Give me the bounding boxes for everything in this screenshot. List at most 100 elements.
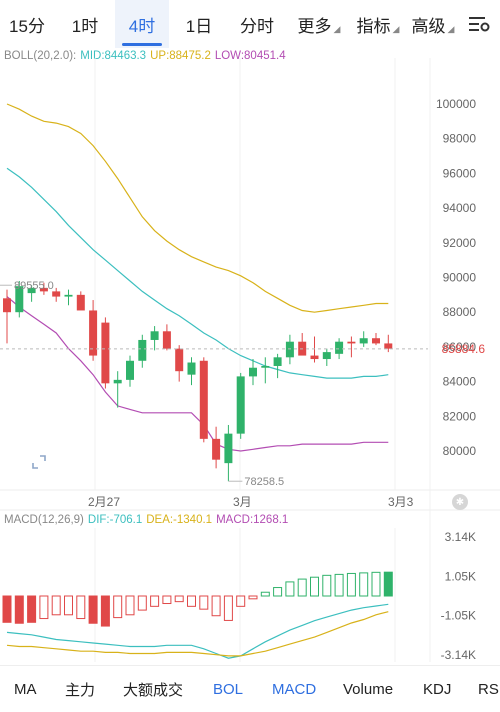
price-axis-tick: 100000	[436, 97, 476, 111]
candle-up	[138, 339, 147, 361]
macd-dea-line	[6, 611, 389, 657]
indicator-large-trades[interactable]: 大额成交	[123, 666, 183, 712]
candle-up	[236, 376, 245, 434]
candle-up	[15, 286, 24, 313]
macd-bar-negative	[150, 595, 160, 607]
macd-bar-positive	[371, 571, 381, 597]
candle-up	[113, 379, 122, 384]
candle-down	[384, 343, 393, 349]
candle-up	[187, 362, 196, 375]
macd-bar-negative	[199, 595, 209, 610]
expand-chart-button[interactable]	[26, 449, 52, 475]
candle-down	[175, 348, 184, 372]
candle-up	[249, 367, 257, 377]
indicator-ma[interactable]: MA	[14, 666, 37, 712]
macd-bar-negative	[76, 595, 86, 620]
candle-down	[162, 331, 171, 349]
macd-bar-positive	[297, 578, 307, 597]
candle-up	[261, 365, 270, 368]
candle-up	[126, 360, 134, 380]
chart-settings-icon	[469, 17, 490, 32]
candle-down	[39, 287, 48, 292]
macd-bar-positive	[334, 573, 344, 597]
macd-bar-positive	[346, 572, 356, 597]
tab-advanced[interactable]: 高级 ◢	[405, 0, 461, 48]
macd-bar-negative	[174, 595, 184, 603]
tab-4h[interactable]: 4时	[115, 0, 169, 48]
price-axis-tick: 82000	[443, 409, 477, 423]
boll-up: UP:88475.2	[150, 50, 211, 62]
macd-bar-negative	[162, 595, 172, 605]
macd-bar-negative	[223, 595, 233, 621]
tab-indicators[interactable]: 指标 ◢	[348, 0, 408, 48]
candle-up	[285, 341, 294, 358]
indicator-main-force-label: 主力	[65, 682, 96, 699]
kline-chart[interactable]: 100000 98000 96000 94000 92000 90000 88000 8600…	[0, 48, 500, 665]
macd-axis-tick: -1.05K	[441, 609, 476, 623]
price-axis-tick: 96000	[443, 166, 477, 180]
candle-down	[89, 310, 98, 356]
tab-more[interactable]: 更多 ◢	[289, 0, 349, 48]
macd-axis-tick: 1.05K	[445, 569, 476, 583]
price-axis-tick: 80000	[443, 444, 477, 458]
candle-down	[76, 294, 85, 311]
boll-legend: BOLL(20,2.0): MID:84463.3 UP:88475.2 LOW:80…	[4, 50, 290, 66]
indicator-kdj[interactable]: KDJ	[423, 666, 451, 712]
candle-up	[150, 331, 159, 340]
indicator-macd-label: MACD	[272, 681, 317, 698]
candle-up	[335, 341, 344, 354]
macd-bar-negative	[39, 595, 49, 620]
candle-up	[64, 294, 73, 297]
macd-bar-positive	[260, 591, 270, 597]
boll-mid-line	[6, 167, 389, 379]
candle-down	[52, 291, 61, 297]
macd-dif: DIF:-706.1	[87, 514, 143, 526]
tab-more-label: 更多	[297, 16, 332, 36]
macd-bar-negative	[64, 595, 73, 616]
indicator-main-force[interactable]: 主力	[65, 666, 95, 712]
indicator-boll-label: BOL	[213, 681, 244, 698]
tab-1d[interactable]: 1日	[172, 0, 226, 48]
indicator-volume[interactable]: Volume	[343, 666, 393, 712]
macd-bar-negative	[100, 595, 110, 627]
high-price-label: 89555.0	[14, 280, 54, 292]
indicator-macd[interactable]: MACD	[272, 666, 316, 712]
tab-4h-label: 4时	[128, 16, 156, 36]
tab-1d-label: 1日	[185, 16, 213, 36]
indicator-ma-label: MA	[14, 681, 37, 698]
x-axis-label-mar3: 3月3	[388, 495, 414, 509]
macd-legend: MACD(12,26,9) DIF:-706.1 DEA:-1340.1 MACD:1…	[4, 514, 292, 530]
boll-title: BOLL(20,2.0):	[4, 50, 77, 62]
boll-upper-line	[6, 103, 389, 313]
indicator-rsi[interactable]: RSI	[478, 666, 500, 712]
time-axis-settings-button[interactable]: ✱	[452, 494, 468, 510]
macd-bar-negative	[2, 595, 12, 623]
candle-down	[372, 338, 380, 344]
indicator-boll[interactable]: BOL	[213, 666, 243, 712]
timeframe-tab-bar: 15分 1时 4时 1日 分时 更多 ◢ 指标 ◢ 高级 ◢	[0, 0, 500, 48]
chart-settings-button[interactable]	[460, 0, 498, 48]
candle-down	[310, 355, 319, 360]
indicator-tab-bar: MA 主力 大额成交 BOL MACD Volume KDJ RSI	[0, 665, 500, 712]
tab-timeshare[interactable]: 分时	[230, 0, 284, 48]
macd-bar-positive	[359, 572, 369, 597]
macd-bar-negative	[211, 595, 221, 617]
tab-1h[interactable]: 1时	[58, 0, 112, 48]
candle-down	[199, 360, 208, 439]
candle-up	[359, 338, 368, 344]
price-axis-tick: 88000	[443, 305, 477, 319]
macd-bar-positive	[273, 587, 283, 597]
macd-bar-negative	[187, 595, 196, 607]
price-axis-tick: 90000	[443, 271, 477, 285]
macd-dea: DEA:-1340.1	[146, 514, 213, 526]
indicator-kdj-label: KDJ	[423, 681, 452, 698]
current-price-label: 85884.6	[442, 342, 486, 356]
caret-down-icon: ◢	[447, 23, 455, 34]
caret-down-icon: ◢	[333, 23, 341, 34]
x-axis-label-mar1: 3月	[233, 495, 252, 509]
tab-timeshare-label: 分时	[240, 16, 274, 36]
macd-dif-line	[6, 603, 389, 659]
candle-up	[273, 357, 282, 366]
tab-15min[interactable]: 15分	[0, 0, 54, 48]
settings-small-icon: ✱	[455, 496, 465, 508]
